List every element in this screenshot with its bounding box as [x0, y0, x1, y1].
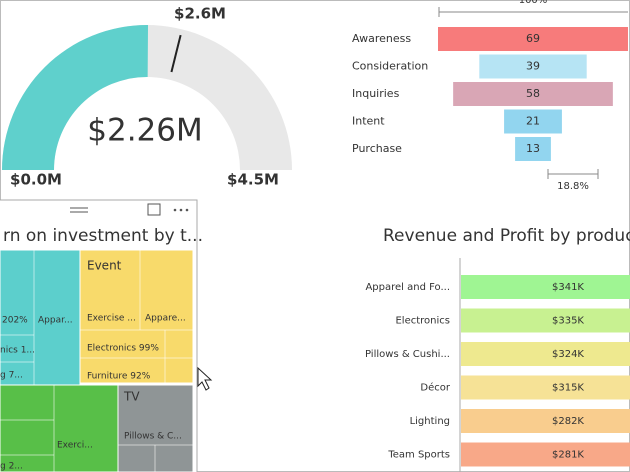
- bar: [461, 342, 630, 366]
- treemap-label: Appare...: [145, 314, 186, 324]
- bar-value-label: $324K: [552, 349, 584, 360]
- bar-value-label: $281K: [552, 450, 584, 461]
- funnel-bottom-label: 18.8%: [557, 181, 589, 192]
- funnel-category: Purchase: [352, 142, 402, 155]
- bar-value-label: $335K: [552, 316, 584, 327]
- treemap-label: Furniture 92%: [87, 372, 151, 382]
- more-icon: [173, 208, 177, 212]
- gauge-target: [170, 34, 182, 73]
- funnel-bar: [504, 109, 562, 134]
- more-icon: [185, 208, 189, 212]
- bar-value-label: $341K: [552, 282, 584, 293]
- treemap-label: TV: [123, 390, 140, 404]
- gauge-value: [2, 24, 149, 171]
- treemap-title: rn on investment by t...: [3, 226, 203, 246]
- treemap-label: Exercise ...: [87, 314, 136, 324]
- gauge-target-label: $2.6M: [174, 5, 226, 23]
- treemap-label: g 7...: [0, 371, 23, 381]
- bar-value-label: $315K: [552, 383, 584, 394]
- bar-category: Team Sports: [387, 450, 450, 461]
- gauge-max-label: $4.5M: [227, 171, 279, 189]
- gauge-value-label: $2.26M: [87, 113, 203, 149]
- funnel-value: 58: [526, 87, 540, 100]
- bar-category: Pillows & Cushi...: [365, 349, 450, 360]
- bar-category: Décor: [420, 382, 450, 394]
- bar: [461, 275, 630, 299]
- funnel-top-label: 100%: [519, 0, 548, 6]
- treemap-label: g 2...: [0, 462, 23, 472]
- bar: [461, 308, 630, 333]
- treemap-label: Electronics 99%: [87, 344, 159, 354]
- treemap-label: 202%: [2, 316, 28, 326]
- funnel-category: Consideration: [352, 60, 428, 73]
- treemap-label: Event: [87, 259, 122, 273]
- funnel-value: 39: [526, 60, 540, 73]
- more-icon: [179, 208, 183, 212]
- funnel-value: 13: [526, 142, 540, 155]
- funnel-category: Inquiries: [352, 87, 400, 100]
- bar-category: Electronics: [395, 316, 450, 327]
- expand-icon: [147, 203, 161, 216]
- treemap-label: nics 1...: [0, 346, 35, 356]
- treemap-tile: [79, 249, 194, 384]
- treemap-tile: [0, 384, 119, 472]
- funnel-category: Awareness: [352, 32, 411, 45]
- funnel-category: Intent: [352, 115, 385, 128]
- funnel-bar: [438, 27, 628, 51]
- bar-category: Lighting: [410, 416, 450, 427]
- bar-category: Apparel and Fo...: [365, 282, 450, 293]
- funnel-bar: [453, 82, 613, 106]
- funnel-value: 69: [526, 32, 540, 45]
- bar: [461, 442, 630, 467]
- bar-title: Revenue and Profit by product: [383, 226, 630, 246]
- treemap-label: Exerci...: [57, 441, 93, 451]
- cursor: [197, 366, 213, 391]
- funnel-value: 21: [526, 115, 540, 128]
- funnel-bar: [515, 137, 551, 161]
- gauge-min-label: $0.0M: [10, 171, 62, 189]
- treemap-label: Pillows & C...: [124, 432, 182, 442]
- funnel-bar: [479, 54, 587, 79]
- treemap-label: Appar...: [38, 316, 73, 326]
- bar: [461, 409, 630, 433]
- bar-value-label: $282K: [552, 416, 584, 427]
- bar: [461, 375, 630, 400]
